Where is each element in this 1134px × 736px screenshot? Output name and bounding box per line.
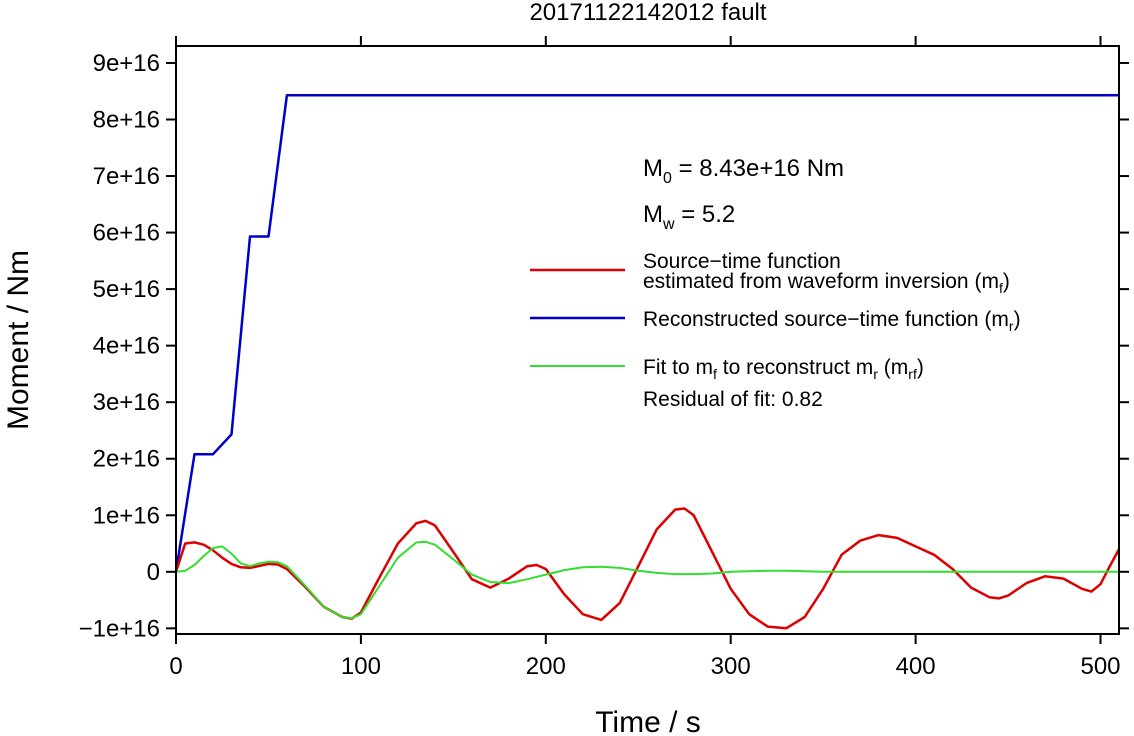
x-tick-label: 0 [169, 653, 182, 680]
x-tick-label: 400 [896, 653, 936, 680]
m0-annotation: M0 = 8.43e+16 Nm [643, 155, 844, 187]
y-tick-label: −1e+16 [79, 615, 160, 642]
legend-red-label-2: estimated from waveform inversion (mf) [643, 270, 1010, 296]
series-line-estimated [176, 507, 1119, 630]
y-axis: −1e+16 0 1e+16 2e+16 3e+16 4e+16 5e+16 6e+16 7e+… [79, 50, 1129, 642]
y-tick-label: 4e+16 [93, 333, 160, 360]
y-tick-label: 6e+16 [93, 220, 160, 247]
legend-red-label-1: Source−time function [643, 250, 841, 273]
series-line-fit [176, 540, 1119, 620]
y-tick-label: 8e+16 [93, 107, 160, 134]
y-axis-title: Moment / Nm [2, 250, 35, 430]
y-tick-label: 5e+16 [93, 276, 160, 303]
y-tick-label: 0 [147, 559, 160, 586]
y-tick-label: 2e+16 [93, 446, 160, 473]
x-axis-title: Time / s [595, 706, 701, 736]
x-tick-label: 100 [341, 653, 381, 680]
residual-annotation: Residual of fit: 0.82 [643, 388, 823, 411]
y-tick-label: 3e+16 [93, 389, 160, 416]
legend-blue-label: Reconstructed source−time function (mr) [643, 308, 1021, 334]
chart-title: 20171122142012 fault [529, 0, 766, 26]
y-tick-label: 9e+16 [93, 50, 160, 77]
y-tick-label: 7e+16 [93, 163, 160, 190]
legend: Source−time function estimated from wave… [530, 250, 1021, 411]
plot-frame [175, 45, 1120, 635]
series-line-reconstructed [176, 93, 1119, 572]
mw-annotation: Mw = 5.2 [643, 201, 735, 233]
x-axis: 0 100 200 300 400 500 [169, 36, 1121, 680]
x-tick-label: 500 [1080, 653, 1120, 680]
plot-series [176, 93, 1119, 630]
legend-green-label: Fit to mf to reconstruct mr (mrf) [643, 356, 924, 382]
x-tick-label: 300 [711, 653, 751, 680]
y-tick-label: 1e+16 [93, 502, 160, 529]
x-tick-label: 200 [526, 653, 566, 680]
